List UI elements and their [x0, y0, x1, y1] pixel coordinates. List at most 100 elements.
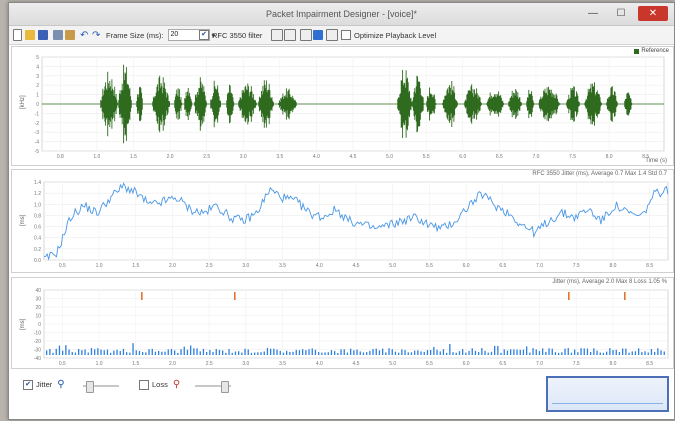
loss-slider[interactable] [195, 381, 231, 393]
jitter-bar [193, 348, 195, 355]
delay-x-tick-label: 7.0 [536, 263, 543, 269]
waveform-y-tick-label: -3 [35, 130, 40, 136]
loss-toggle[interactable]: Loss ⚲ [139, 379, 180, 390]
jitter-bar [311, 348, 313, 355]
waveform-x-tick-label: 5.0 [386, 154, 393, 160]
loss-checkbox[interactable] [139, 379, 149, 390]
rfc-filter-toggle[interactable]: ✔ RFC 3550 filter [199, 29, 262, 41]
jitter-bar [452, 352, 454, 355]
open-folder-icon[interactable] [25, 29, 35, 41]
jitter-bar [474, 350, 477, 355]
paste-icon[interactable] [65, 29, 75, 41]
jitter-y-tick-label: -20 [34, 339, 41, 345]
layout-icon[interactable] [300, 29, 312, 41]
jitter-bar [369, 350, 371, 355]
jitter-bar [305, 350, 307, 355]
close-button[interactable]: ✕ [638, 6, 668, 21]
minimize-button[interactable]: — [588, 8, 598, 19]
jitter-bar [490, 351, 493, 355]
save-icon[interactable] [38, 29, 48, 41]
jitter-bar [100, 349, 102, 355]
delay-x-tick-label: 6.5 [499, 263, 506, 269]
waveform-panel: [kHz] Reference 5 4 3 2 1 0 -1 -2 -3 -4 -5 0.8 1.0 1.… [11, 46, 674, 166]
jitter-checkbox[interactable]: ✔ [23, 379, 33, 390]
jitter-chart[interactable]: 40 30 20 10 0 -10 -20 -30 -40 0.5 1.0 1.5 2.0 2.5 3.0 3… [12, 278, 673, 368]
jitter-toggle[interactable]: ✔ Jitter ⚲ [23, 379, 65, 390]
jitter-bar [481, 348, 483, 355]
jitter-bar [577, 352, 579, 355]
magnifier-icon[interactable]: ⚲ [172, 379, 181, 390]
jitter-bar [516, 349, 518, 355]
jitter-bar [414, 350, 416, 355]
jitter-bar [154, 351, 157, 355]
jitter-x-tick-label: 7.5 [573, 361, 580, 367]
settings-icon[interactable] [326, 29, 338, 41]
maximize-button[interactable]: ☐ [616, 8, 626, 19]
jitter-bar [52, 352, 54, 355]
jitter-bar [81, 350, 83, 355]
jitter-bar [455, 352, 457, 355]
jitter-bar [196, 348, 198, 355]
jitter-bar [583, 348, 585, 355]
jitter-slider[interactable] [83, 381, 119, 393]
jitter-bar [590, 352, 592, 355]
jitter-bar [129, 352, 131, 355]
chevron-down-icon[interactable]: ▾ [211, 30, 216, 40]
waveform-y-tick-label: 4 [36, 64, 39, 70]
jitter-caption: Jitter (ms), Average 2.0 Max 8 Loss 1.05… [552, 279, 667, 285]
jitter-bar [308, 349, 310, 355]
legend-label: Reference [641, 48, 669, 54]
jitter-bar [385, 352, 387, 355]
jitter-bar [513, 349, 515, 355]
jitter-panel: Jitter (ms), Average 2.0 Max 8 Loss 1.05… [11, 277, 674, 369]
jitter-bar [599, 352, 601, 355]
jitter-bar [126, 352, 128, 355]
optimize-checkbox[interactable] [341, 30, 351, 40]
copy-icon[interactable] [53, 29, 63, 41]
undo-icon[interactable]: ↶ [80, 29, 89, 41]
jitter-bar [538, 351, 541, 355]
jitter-bar [660, 350, 662, 355]
jitter-slider-thumb[interactable] [86, 381, 94, 393]
jitter-bar [500, 352, 502, 355]
jitter-y-tick-label: 10 [35, 314, 41, 320]
jitter-bar [260, 352, 262, 355]
waveform-x-tick-label: 6.0 [459, 154, 466, 160]
jitter-bar [570, 352, 573, 355]
jitter-y-tick-label: -30 [34, 348, 41, 354]
loss-marker [568, 292, 570, 300]
jitter-bar [273, 348, 275, 355]
magnifier-icon[interactable]: ⚲ [57, 379, 65, 390]
jitter-bar [71, 352, 73, 355]
optimize-toggle[interactable]: Optimize Playback Level [341, 29, 436, 41]
jitter-bar [394, 351, 397, 355]
waveform-legend: Reference [634, 48, 669, 54]
zoom-fit-icon[interactable] [271, 29, 283, 41]
view-icon[interactable] [313, 29, 323, 41]
redo-icon[interactable]: ↷ [92, 29, 101, 41]
jitter-bar [55, 348, 57, 355]
jitter-bar [199, 351, 201, 355]
waveform-x-tick-label: 7.5 [569, 154, 576, 160]
new-file-icon[interactable] [13, 29, 22, 41]
jitter-bar [522, 349, 525, 355]
overview-navigator[interactable] [546, 376, 669, 412]
jitter-y-tick-label: 20 [35, 305, 41, 311]
grid-icon[interactable] [284, 29, 296, 41]
jitter-bar [327, 352, 329, 355]
delay-chart[interactable]: 1.4 1.2 1.0 0.8 0.6 0.4 0.2 0.0 0.5 1.0 1.5 2.0 2.5 3… [12, 170, 673, 272]
loss-slider-thumb[interactable] [220, 381, 229, 393]
rfc-filter-checkbox[interactable]: ✔ [199, 30, 209, 40]
optimize-label: Optimize Playback Level [354, 30, 437, 40]
jitter-bar [554, 352, 557, 355]
jitter-x-tick-label: 2.0 [169, 361, 176, 367]
jitter-bar [145, 352, 147, 355]
jitter-bar [423, 351, 425, 355]
jitter-bar [161, 351, 163, 355]
jitter-bar [420, 351, 422, 355]
jitter-bar [350, 348, 352, 355]
waveform-chart[interactable]: 5 4 3 2 1 0 -1 -2 -3 -4 -5 0.8 1.0 1.5 2.0 2.5 3.0 3.5 4.0… [12, 47, 673, 165]
jitter-bar [609, 348, 611, 355]
jitter-bar [295, 349, 297, 355]
jitter-bar [663, 351, 665, 355]
